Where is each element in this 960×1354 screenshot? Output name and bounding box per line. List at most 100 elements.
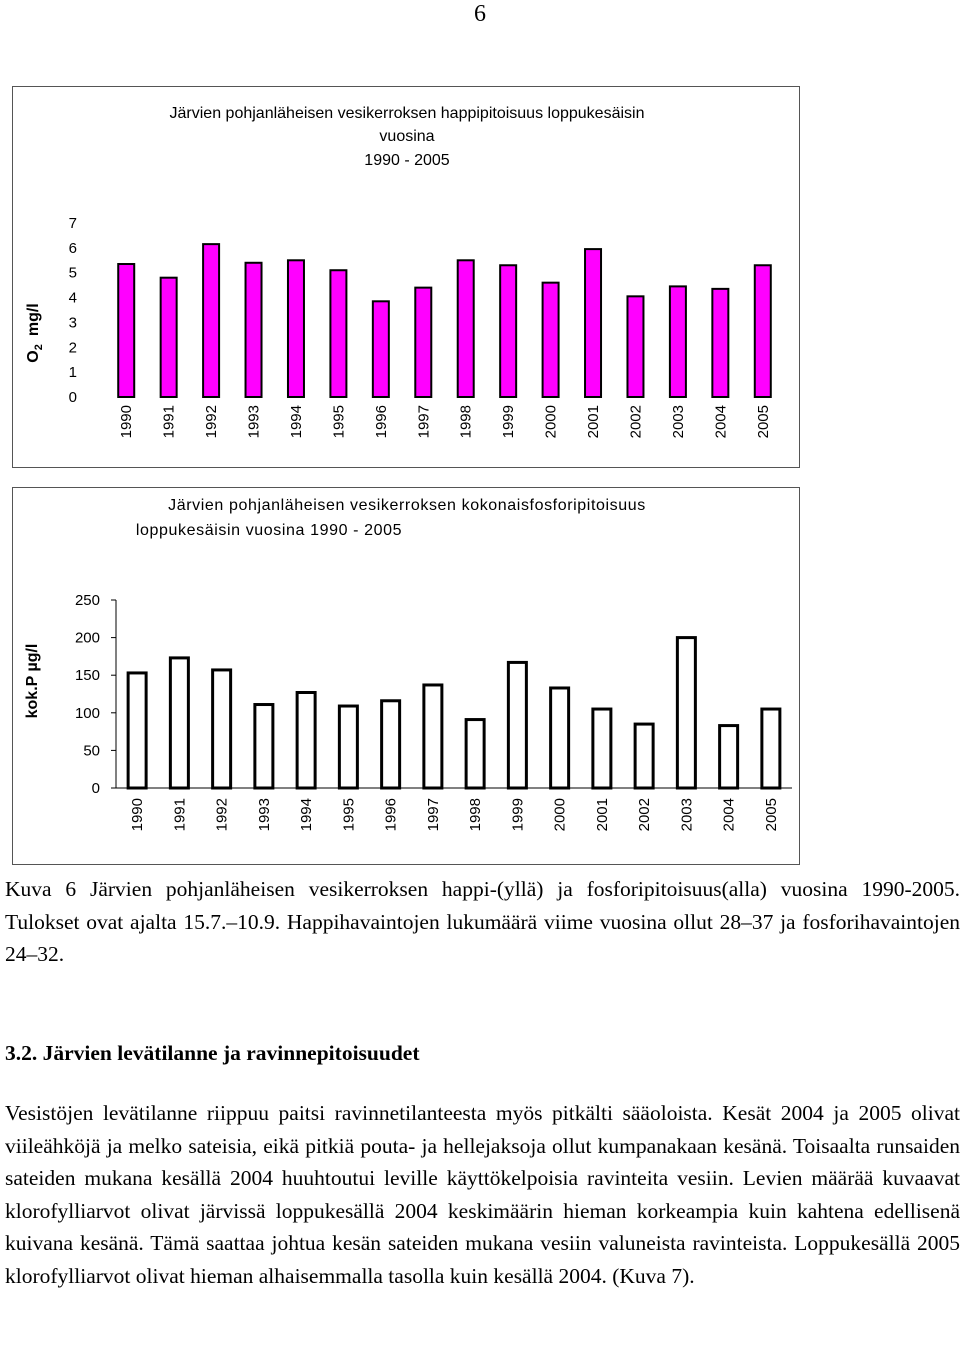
c1-x-tick-label: 2005 [755,405,772,438]
c1-bar-2003 [668,285,687,398]
oxygen-chart-title-line-2: vuosina [379,128,434,145]
oxygen-unit: mg/l [25,303,42,336]
c1-x-tick-label: 1991 [161,405,178,438]
c2-x-tick-label: 1997 [425,798,442,831]
c1-y-tick-label: 4 [69,290,77,307]
c2-bar-1999 [506,660,528,790]
oxygen-chart-bars [117,243,772,399]
c1-bar-1990 [117,263,136,398]
c1-x-tick-label: 1992 [203,405,220,438]
c2-y-tick-label: 250 [75,592,100,609]
c1-x-tick-label: 2000 [543,405,560,438]
c2-y-tick-label: 200 [75,630,100,647]
c2-y-tick-label: 150 [75,667,100,684]
c1-x-tick-label: 1993 [246,405,263,438]
c2-x-tick-label: 1993 [256,798,273,831]
c2-bar-1993 [253,703,275,790]
c1-bar-2002 [626,295,645,398]
c2-bar-2004 [718,724,740,790]
c1-x-tick-label: 1998 [458,405,475,438]
c2-bar-1990 [126,671,148,790]
phosphorus-chart-y-axis-label: kok.P µg/l [24,644,41,719]
c1-y-tick-label: 6 [69,240,77,257]
c1-bar-1997 [414,286,433,398]
oxygen-chart-title-line-1: Järvien pohjanläheisen vesikerroksen hap… [170,105,645,122]
c1-x-tick-label: 1999 [500,405,517,438]
c2-y-tick-label: 50 [83,742,100,759]
c2-bar-2003 [675,636,697,790]
c2-bar-2001 [591,707,613,790]
c1-y-tick-label: 0 [69,389,77,406]
c1-bar-2000 [541,281,560,399]
c2-x-tick-label: 2005 [763,798,780,831]
phosphorus-chart-title-line-1: Järvien pohjanläheisen vesikerroksen kok… [168,497,646,514]
oxygen-subscript: 2 [33,344,45,350]
c2-bar-1997 [422,683,444,790]
oxygen-chart: Järvien pohjanläheisen vesikerroksen hap… [12,86,800,468]
section-heading: 3.2. Järvien levätilanne ja ravinnepitoi… [5,1041,420,1065]
phosphorus-chart-y-ticks: 0 50 100 150 200 250 [75,592,100,797]
oxygen-chart-y-ticks: 0 1 2 3 4 5 6 7 [69,215,77,406]
c1-bar-1996 [371,300,390,398]
c2-x-tick-label: 1999 [509,798,526,831]
c1-y-tick-label: 1 [69,364,77,381]
phosphorus-chart-svg: Järvien pohjanläheisen vesikerroksen kok… [24,497,792,831]
c1-x-tick-label: 2004 [712,405,729,438]
c2-x-tick-label: 1996 [383,798,400,831]
c1-bar-2004 [711,287,730,398]
c2-x-tick-label: 2000 [552,798,569,831]
oxygen-symbol: O [25,350,42,362]
c1-bar-1993 [244,261,263,398]
c1-x-tick-label: 2001 [585,405,602,438]
c1-bar-1998 [456,259,475,398]
phosphorus-chart-bars [126,636,782,790]
c1-x-tick-label: 2003 [670,405,687,438]
c2-bar-1998 [464,718,486,790]
c2-x-tick-label: 2001 [594,798,611,831]
oxygen-chart-x-ticks: 1990 1991 1992 1993 1994 1995 1996 1997 1998 1999… [118,405,772,438]
c2-bar-2000 [549,686,571,790]
page-number: 6 [474,1,486,27]
c1-y-tick-label: 3 [69,314,77,331]
c1-x-tick-label: 1990 [118,405,135,438]
c2-x-tick-label: 1995 [340,798,357,831]
body-paragraph: Vesistöjen levätilanne riippuu paitsi ra… [5,1101,960,1288]
c1-bar-1999 [499,264,518,398]
c2-bar-1995 [337,704,359,790]
c2-bar-2005 [760,707,782,790]
c2-y-tick-label: 0 [92,780,100,797]
c2-x-tick-label: 2003 [678,798,695,831]
c1-x-tick-label: 1994 [288,405,305,438]
c2-x-tick-label: 1998 [467,798,484,831]
c2-bar-1994 [295,690,317,790]
c2-x-tick-label: 2002 [636,798,653,831]
oxygen-chart-y-axis-label: O2 mg/l [25,303,45,362]
c1-x-tick-label: 2002 [627,405,644,438]
c1-x-tick-label: 1996 [373,405,390,438]
c2-x-tick-label: 2004 [721,798,738,831]
phosphorus-chart-title-line-2: loppukesäisin vuosina 1990 - 2005 [136,522,402,539]
c1-bar-1991 [159,276,178,398]
c1-x-tick-label: 1995 [330,405,347,438]
c1-bar-2001 [584,248,603,398]
phosphorus-chart: Järvien pohjanläheisen vesikerroksen kok… [12,487,800,865]
c2-x-tick-label: 1991 [171,798,188,831]
c1-bar-1995 [329,269,348,399]
c1-bar-2005 [753,264,772,398]
oxygen-chart-svg: Järvien pohjanläheisen vesikerroksen hap… [25,105,772,438]
c2-x-tick-label: 1994 [298,798,315,831]
c1-y-tick-label: 2 [69,339,77,356]
c1-y-tick-label: 7 [69,215,77,232]
c2-bar-2002 [633,722,655,790]
c1-bar-1992 [202,243,221,398]
c2-bar-1992 [211,668,233,790]
phosphorus-chart-x-ticks: 1990 1991 1992 1993 1994 1995 1996 1997 1998 1999… [129,798,780,831]
c2-bar-1991 [168,656,190,790]
c1-x-tick-label: 1997 [415,405,432,438]
c2-x-tick-label: 1990 [129,798,146,831]
oxygen-chart-title-line-3: 1990 - 2005 [364,152,450,169]
c1-y-tick-label: 5 [69,265,77,282]
figure-caption: Kuva 6 Järvien pohjanläheisen vesikerrok… [5,877,960,966]
c2-y-tick-label: 100 [75,705,100,722]
c2-bar-1996 [380,699,402,790]
